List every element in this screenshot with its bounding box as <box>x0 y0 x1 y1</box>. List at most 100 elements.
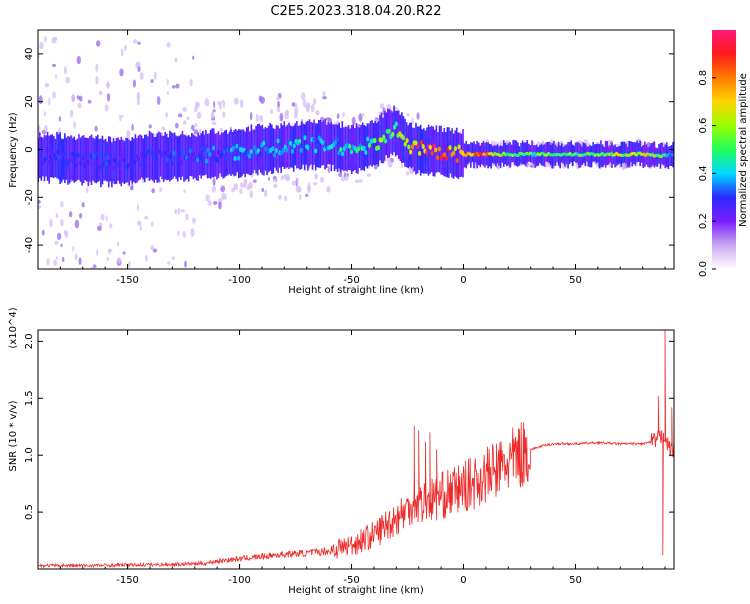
spectrogram-cell <box>301 143 305 149</box>
spectrogram-band <box>299 125 301 170</box>
spectrogram-cell <box>407 144 411 150</box>
spectrogram-cell <box>308 145 312 151</box>
spectrogram-band <box>291 126 293 168</box>
spectrogram-speckle <box>38 199 41 204</box>
spectrogram-speckle <box>48 97 51 106</box>
spectrogram-speckle <box>194 122 198 128</box>
spectrogram-speckle <box>248 181 253 190</box>
spectrogram-cell <box>142 158 146 164</box>
spectrogram-band <box>459 132 461 178</box>
spectrogram-cell <box>249 149 253 155</box>
spectrogram-speckle <box>119 68 124 77</box>
spectrogram-band <box>192 134 195 180</box>
spectrogram-speckle <box>239 182 245 188</box>
spectrogram-speckle <box>156 96 161 106</box>
spectrogram-speckle <box>46 258 50 266</box>
spectrogram-speckle <box>177 113 183 118</box>
spectrogram-band <box>537 146 540 166</box>
spectrogram-cell <box>349 149 354 155</box>
spectrogram-cell <box>285 147 289 153</box>
spectrogram-band <box>104 138 107 181</box>
spectrogram-speckle <box>175 122 179 129</box>
spectrogram-cell <box>394 121 398 127</box>
spectrogram-band <box>297 125 300 169</box>
spectrogram-cell <box>133 159 137 165</box>
spectrogram-speckle <box>405 170 410 176</box>
spectrogram-speckle <box>196 111 202 119</box>
spectrogram-cell <box>68 157 72 163</box>
spectrogram-band <box>319 119 322 168</box>
spectrogram-cell <box>432 143 436 149</box>
spectrogram-speckle <box>211 121 217 126</box>
spectrogram-cell <box>367 142 372 148</box>
spectrogram-band <box>440 125 442 175</box>
spectrogram-speckle <box>210 111 215 120</box>
spectrogram-cell <box>416 144 420 150</box>
spectrogram-speckle <box>320 176 325 183</box>
spectrogram-cell <box>247 153 252 159</box>
snr-xtick-label: -50 <box>343 575 359 586</box>
spectrogram-cell <box>124 152 128 158</box>
spectrogram-band <box>513 140 516 165</box>
spectrogram-band <box>288 122 290 170</box>
spectrogram-speckle <box>175 83 180 89</box>
spectrogram-band <box>311 122 314 170</box>
spectrogram-speckle <box>344 176 349 181</box>
spectrogram-band <box>560 143 563 163</box>
spectrogram-cell <box>376 145 380 151</box>
spectrogram-band <box>148 130 151 181</box>
spectrogram-speckle <box>38 95 43 105</box>
spectrogram-cell <box>366 136 370 142</box>
spectrogram-band <box>667 146 670 169</box>
spectrogram-cell <box>206 147 210 153</box>
spectrogram-cell <box>276 138 280 144</box>
spectrogram-band <box>471 142 474 162</box>
spectrogram-band <box>96 134 99 182</box>
spectrogram-band <box>191 132 193 177</box>
spectrogram-speckle <box>124 270 129 274</box>
spectrogram-speckle <box>55 256 59 260</box>
spectrogram-speckle <box>63 230 67 235</box>
spectrogram-speckle <box>106 93 111 102</box>
spectrogram-speckle <box>182 106 187 112</box>
spectrogram-speckle <box>96 249 99 256</box>
colorbar-gradient <box>712 30 736 269</box>
spectrogram-speckle <box>74 253 78 261</box>
spectrogram-band <box>582 142 585 163</box>
spectrogram-band <box>261 124 264 175</box>
spectrogram-cell <box>419 140 423 146</box>
spectrogram-band <box>65 137 68 180</box>
spectrogram-cell <box>428 144 432 150</box>
spectrogram-band <box>234 128 237 176</box>
spectrogram-speckle <box>310 104 315 113</box>
spectrogram-band <box>394 111 397 157</box>
spectrogram-band <box>71 138 74 181</box>
spectrogram-speckle <box>94 125 98 132</box>
spectrogram-band <box>263 128 265 176</box>
spectrogram-speckle <box>136 91 141 101</box>
spectrogram-band <box>372 122 375 165</box>
spectrogram-band <box>413 128 416 172</box>
spectrogram-band <box>349 128 351 171</box>
spectrogram-band <box>452 133 455 179</box>
spectrogram-speckle <box>243 182 247 189</box>
spectrogram-speckle <box>416 112 420 120</box>
spectrogram-cell <box>176 157 180 163</box>
spectrogram-ytick-label: 40 <box>24 48 35 61</box>
spectrogram-speckle <box>249 190 254 199</box>
spectrogram-speckle <box>189 79 193 87</box>
spectrogram-speckle <box>190 228 195 238</box>
spectrogram-xtick-label: 0 <box>460 275 466 286</box>
spectrogram-band <box>238 129 240 179</box>
spectrogram-band <box>143 134 146 183</box>
spectrogram-speckle <box>174 57 178 63</box>
spectrogram-speckle <box>171 85 176 89</box>
spectrogram-cell <box>170 161 174 167</box>
spectrogram-speckle <box>73 120 76 129</box>
spectrogram-speckle <box>137 65 141 73</box>
spectrogram-speckle <box>270 108 274 115</box>
spectrogram-band <box>60 138 63 183</box>
spectrogram-cell <box>391 131 395 137</box>
snr-xtick-label: 50 <box>569 575 582 586</box>
spectrogram-cell <box>47 159 51 165</box>
